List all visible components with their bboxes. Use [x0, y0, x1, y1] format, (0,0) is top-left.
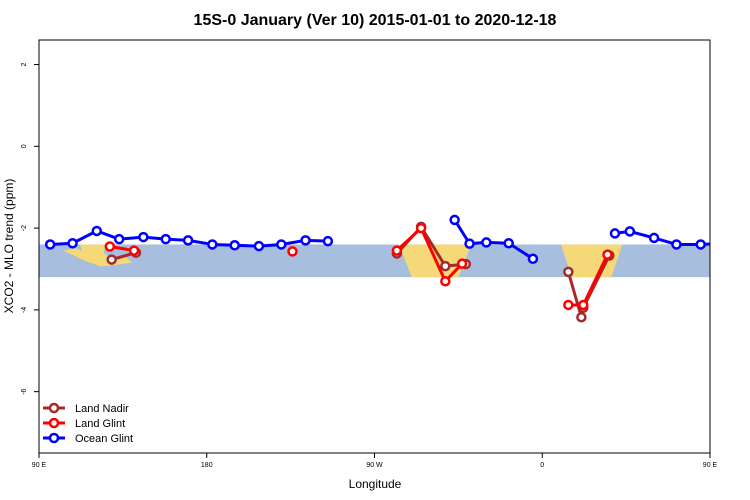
legend-marker [48, 432, 60, 444]
data-point [449, 214, 460, 226]
data-point [138, 231, 149, 243]
data-point [563, 299, 574, 311]
data-point [229, 240, 240, 251]
x-tick-label: 90 W [366, 462, 383, 469]
data-point [67, 237, 78, 249]
data-point [415, 222, 427, 234]
data-point [456, 258, 468, 269]
data-point [602, 249, 613, 260]
legend-label: Land Glint [75, 418, 125, 430]
series-ocean-glint [44, 214, 750, 265]
y-tick-label: 0 [21, 144, 28, 148]
data-point [322, 235, 334, 247]
y-tick-label: -4 [21, 307, 28, 313]
data-point [481, 237, 492, 248]
data-point [464, 238, 475, 249]
data-point [391, 245, 403, 256]
data-point [287, 246, 298, 257]
data-point [578, 299, 589, 311]
data-point [563, 266, 574, 278]
y-tick-label: -2 [21, 225, 28, 231]
data-point [743, 227, 750, 235]
x-tick-label: 90 E [703, 462, 718, 469]
y-tick-label: -6 [21, 388, 28, 394]
legend-item: Land Nadir [43, 402, 129, 415]
data-point [104, 241, 116, 252]
legend-item: Land Glint [43, 417, 125, 430]
data-point [300, 235, 311, 246]
data-point [128, 245, 140, 256]
data-point [182, 235, 194, 246]
series-line [395, 226, 464, 283]
data-point [609, 228, 621, 239]
data-point [160, 233, 171, 245]
legend: Land Nadir Land Glint Ocean Glint [43, 402, 133, 445]
data-point [503, 237, 514, 249]
data-point [91, 225, 103, 237]
data-point [440, 276, 451, 287]
legend-label: Land Nadir [75, 403, 129, 415]
data-point [276, 239, 287, 250]
y-axis-label: XCO2 - MLO trend (ppm) [2, 179, 16, 314]
data-point [719, 239, 727, 247]
legend-marker [48, 417, 60, 429]
data-point [253, 240, 265, 252]
data-point [207, 239, 218, 250]
data-point [648, 232, 660, 244]
y-tick-label: 2 [21, 62, 28, 66]
data-point [440, 260, 451, 272]
data-point [527, 253, 539, 265]
legend-item: Ocean Glint [43, 432, 133, 445]
series-land-glint [104, 222, 613, 311]
land-sumatra-java-repeat [734, 249, 750, 267]
chart-title: 15S-0 January (Ver 10) 2015-01-01 to 202… [194, 12, 557, 29]
x-axis: 90 E 180 90 W 0 90 E [32, 453, 718, 469]
data-point [44, 239, 56, 250]
legend-marker [48, 402, 60, 414]
data-point [671, 239, 682, 250]
series-line [614, 229, 710, 246]
data-point [576, 311, 587, 323]
x-tick-label: 90 E [32, 462, 47, 469]
data-point [695, 239, 706, 250]
data-point [113, 233, 125, 245]
land-australia-west [80, 244, 107, 259]
legend-label: Ocean Glint [75, 433, 133, 445]
y-axis: 2 0 -2 -4 -6 [21, 62, 39, 395]
data-point [624, 226, 636, 237]
x-tick-label: 180 [201, 462, 213, 469]
x-axis-label: Longitude [349, 477, 402, 491]
data-point [106, 254, 117, 265]
series-layer [44, 214, 750, 323]
x-tick-label: 0 [540, 462, 544, 469]
